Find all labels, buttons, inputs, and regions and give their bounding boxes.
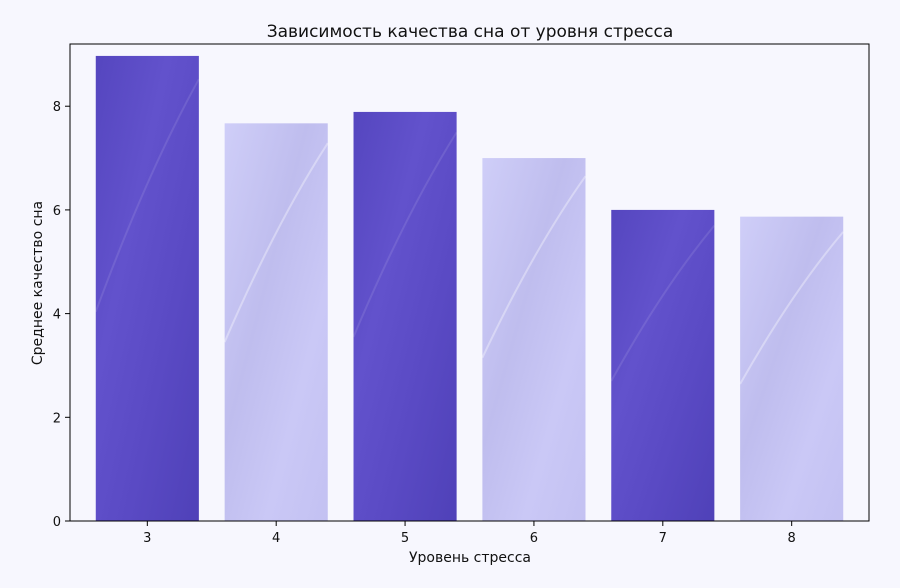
y-axis-label: Среднее качество сна: [30, 201, 46, 365]
bar-sheen-6: [481, 175, 587, 359]
bar-3: [95, 55, 199, 522]
bar-8: [740, 216, 844, 521]
bar-6: [482, 158, 586, 521]
bar-5: [353, 111, 457, 522]
y-tick-label-2: 2: [53, 411, 61, 426]
bar-sheen-7: [610, 224, 716, 382]
bar-7: [611, 209, 715, 521]
x-tick-label-5: 5: [401, 531, 409, 546]
x-tick-label-8: 8: [788, 531, 796, 546]
x-tick-label-4: 4: [272, 531, 280, 546]
x-tick-label-7: 7: [659, 531, 667, 546]
plot-frame: [69, 43, 870, 522]
bar-4: [224, 123, 328, 521]
bar-sheen-4: [223, 142, 329, 343]
bar-sheen-5: [352, 131, 458, 338]
x-axis-label: Уровень стресса: [409, 550, 531, 566]
y-tick-label-4: 4: [53, 308, 61, 323]
bar-sheen-8: [739, 231, 844, 385]
y-tick-label-6: 6: [53, 204, 61, 219]
bar-sheen-3: [94, 78, 200, 313]
x-tick-label-6: 6: [530, 531, 538, 546]
y-tick-label-0: 0: [53, 515, 61, 530]
chart-title: Зависимость качества сна от уровня стрес…: [267, 22, 674, 42]
x-tick-label-3: 3: [143, 531, 151, 546]
y-tick-label-8: 8: [53, 100, 61, 115]
